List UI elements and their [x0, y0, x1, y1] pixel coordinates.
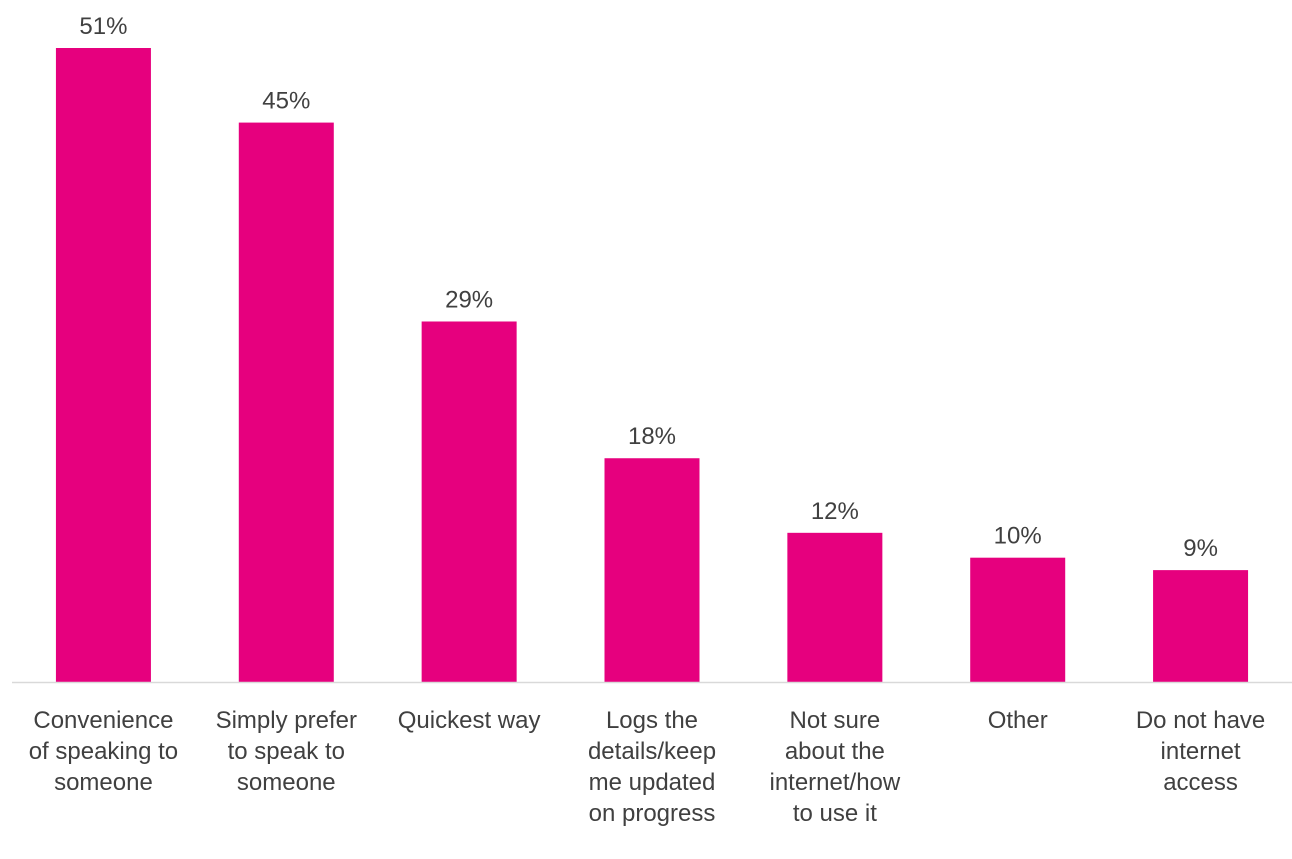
data-label-2: 45%	[262, 88, 310, 115]
category-label-line: Quickest way	[398, 707, 541, 734]
category-label-5: Not sure about the internet/how to use it	[769, 707, 900, 827]
bar-2	[238, 122, 334, 683]
category-label-line: Other	[988, 707, 1048, 734]
data-label-3: 29%	[445, 286, 493, 313]
category-label-line: access	[1163, 769, 1238, 796]
category-label-line: someone	[54, 769, 153, 796]
category-label-line: to use it	[793, 800, 877, 827]
category-label-line: to speak to	[228, 738, 345, 765]
data-label-5: 12%	[811, 498, 859, 525]
bar-1	[55, 48, 151, 682]
category-label-line: Logs the	[606, 707, 698, 734]
bars-group	[55, 48, 1249, 683]
category-label-line: about the	[785, 738, 885, 765]
bar-3	[421, 321, 517, 682]
category-label-line: me updated	[589, 769, 716, 796]
data-label-4: 18%	[628, 423, 676, 450]
bar-6	[970, 557, 1066, 682]
category-label-line: Convenience	[33, 707, 173, 734]
data-label-1: 51%	[79, 13, 127, 40]
bar-5	[787, 532, 883, 682]
data-label-6: 10%	[994, 523, 1042, 550]
category-label-line: Not sure	[790, 707, 881, 734]
data-label-7: 9%	[1183, 535, 1218, 562]
bar-7	[1153, 570, 1249, 682]
category-label-line: Do not have	[1136, 707, 1265, 734]
category-label-line: internet/how	[769, 769, 900, 796]
category-label-line: details/keep	[588, 738, 716, 765]
category-label-line: someone	[237, 769, 336, 796]
category-label-3: Quickest way	[398, 707, 541, 734]
category-label-2: Simply prefer to speak to someone	[216, 707, 357, 796]
bar-4	[604, 458, 700, 682]
category-label-line: of speaking to	[29, 738, 178, 765]
data-labels-group: 51% 45% 29% 18% 12% 10% 9%	[79, 13, 1218, 562]
category-label-7: Do not have internet access	[1136, 707, 1265, 796]
category-label-line: on progress	[589, 800, 716, 827]
category-label-6: Other	[988, 707, 1048, 734]
category-label-1: Convenience of speaking to someone	[29, 707, 178, 796]
category-label-4: Logs the details/keep me updated on progres…	[588, 707, 716, 827]
category-label-line: internet	[1161, 738, 1241, 765]
category-label-line: Simply prefer	[216, 707, 357, 734]
